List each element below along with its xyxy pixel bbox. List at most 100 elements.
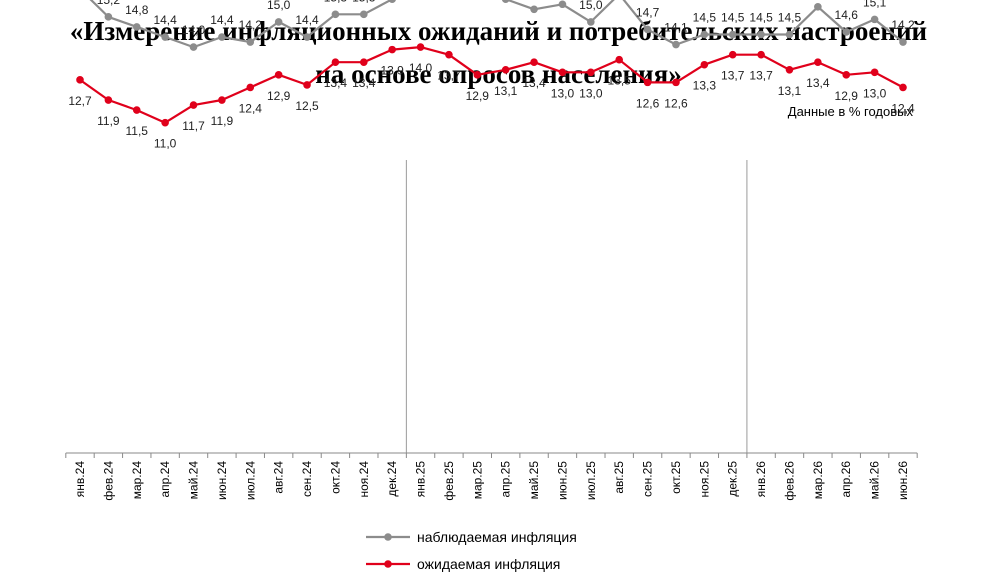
- chart-title-line-2: на основе опросов населения»: [315, 59, 682, 89]
- data-label: 13,7: [721, 69, 745, 83]
- data-label: 13,4: [806, 76, 830, 90]
- data-point: [530, 5, 538, 14]
- data-label: 14,2: [891, 18, 915, 32]
- data-point: [530, 58, 538, 67]
- data-point: [643, 25, 652, 34]
- x-tick-label: янв.26: [754, 461, 768, 498]
- x-tick-label: июл.24: [243, 461, 257, 500]
- data-point: [161, 33, 169, 41]
- x-tick-label: дек.25: [726, 461, 740, 497]
- data-point: [189, 43, 198, 51]
- data-label: 13,0: [551, 86, 575, 100]
- data-label: 12,6: [636, 96, 660, 110]
- data-point: [785, 65, 794, 74]
- data-label: 14,1: [664, 21, 688, 35]
- x-tick-label: июн.24: [215, 461, 229, 500]
- x-tick-label: авг.24: [272, 461, 286, 494]
- data-point: [303, 33, 311, 41]
- x-tick-label: сен.24: [300, 461, 314, 497]
- legend-label: ожидаемая инфляция: [417, 556, 560, 572]
- data-label: 13,0: [579, 86, 603, 100]
- x-tick-label: мар.25: [470, 461, 484, 500]
- data-point: [587, 18, 595, 26]
- data-label: 13,5: [608, 74, 632, 88]
- data-label: 14,4: [153, 13, 177, 27]
- x-tick-label: май.26: [868, 461, 882, 500]
- x-tick-label: ноя.24: [357, 461, 371, 498]
- data-point: [643, 78, 652, 87]
- data-point: [728, 30, 737, 39]
- data-label: 14,0: [182, 23, 206, 37]
- data-point: [218, 96, 226, 104]
- x-tick-label: дек.24: [385, 461, 399, 497]
- data-point: [132, 23, 141, 31]
- data-point: [672, 40, 680, 49]
- data-point: [587, 68, 595, 77]
- data-point: [189, 101, 198, 109]
- x-tick-label: апр.26: [839, 461, 853, 498]
- legend-marker: [384, 560, 392, 568]
- data-label: 13,7: [749, 69, 773, 83]
- data-label: 13,1: [778, 84, 802, 98]
- data-label: 15,1: [863, 0, 887, 9]
- data-label: 13,0: [863, 86, 887, 100]
- data-label: 14,7: [636, 5, 660, 19]
- series-line-expected: [79, 45, 904, 124]
- data-label: 14,5: [693, 11, 717, 25]
- x-tick-label: июн.26: [896, 461, 910, 500]
- data-label: 11,9: [97, 114, 120, 128]
- data-point: [274, 18, 283, 26]
- x-tick-label: сен.25: [641, 461, 655, 497]
- data-label: 13,1: [494, 84, 518, 98]
- x-tick-label: янв.25: [414, 461, 428, 498]
- data-point: [870, 15, 879, 24]
- data-label: 14,6: [835, 8, 859, 22]
- data-label: 14,5: [721, 11, 745, 25]
- data-point: [842, 28, 851, 36]
- x-tick-label: янв.24: [73, 461, 87, 498]
- x-tick-label: фев.26: [782, 461, 796, 501]
- data-label: 13,4: [324, 76, 348, 90]
- data-label: 12,5: [295, 99, 319, 113]
- data-point: [388, 45, 396, 54]
- data-label: 14,2: [239, 18, 263, 32]
- x-tick-label: авг.25: [612, 461, 626, 494]
- data-point: [218, 33, 226, 41]
- data-point: [785, 30, 794, 39]
- data-label: 13,9: [380, 64, 404, 78]
- data-label: 15,0: [267, 0, 291, 12]
- x-tick-label: май.24: [187, 461, 201, 500]
- series-line-observed: [89, 0, 904, 49]
- x-tick-label: июл.25: [584, 461, 598, 500]
- data-point: [76, 76, 84, 84]
- data-label: 11,5: [126, 124, 149, 138]
- data-label: 13,7: [437, 69, 461, 83]
- data-point: [558, 68, 567, 77]
- data-label: 12,4: [239, 101, 263, 115]
- data-label: 13,4: [352, 76, 376, 90]
- data-label: 14,0: [409, 61, 433, 75]
- data-label: 14,8: [125, 3, 149, 17]
- data-label: 12,4: [891, 101, 915, 115]
- data-point: [672, 78, 680, 87]
- data-point: [388, 0, 396, 4]
- data-label: 14,5: [749, 11, 773, 25]
- data-label: 15,3: [324, 0, 348, 4]
- x-tick-label: окт.25: [669, 461, 683, 494]
- x-tick-label: ноя.25: [697, 461, 711, 498]
- data-point: [842, 71, 851, 79]
- data-point: [161, 118, 169, 127]
- data-point: [501, 65, 510, 74]
- data-label: 12,9: [466, 89, 490, 103]
- data-label: 11,0: [154, 137, 177, 151]
- data-point: [331, 10, 340, 19]
- data-label: 15,3: [352, 0, 376, 4]
- data-point: [274, 71, 283, 79]
- data-point: [728, 50, 737, 59]
- data-point: [814, 58, 822, 67]
- data-label: 14,5: [778, 11, 802, 25]
- x-tick-label: мар.24: [130, 461, 144, 500]
- data-point: [757, 30, 765, 39]
- data-point: [359, 10, 368, 19]
